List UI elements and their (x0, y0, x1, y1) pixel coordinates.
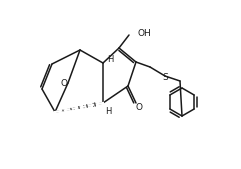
Text: S: S (162, 73, 168, 81)
Text: OH: OH (138, 29, 152, 38)
Text: O: O (60, 78, 67, 88)
Text: H: H (107, 54, 113, 64)
Text: O: O (135, 103, 142, 112)
Text: H: H (105, 106, 111, 115)
